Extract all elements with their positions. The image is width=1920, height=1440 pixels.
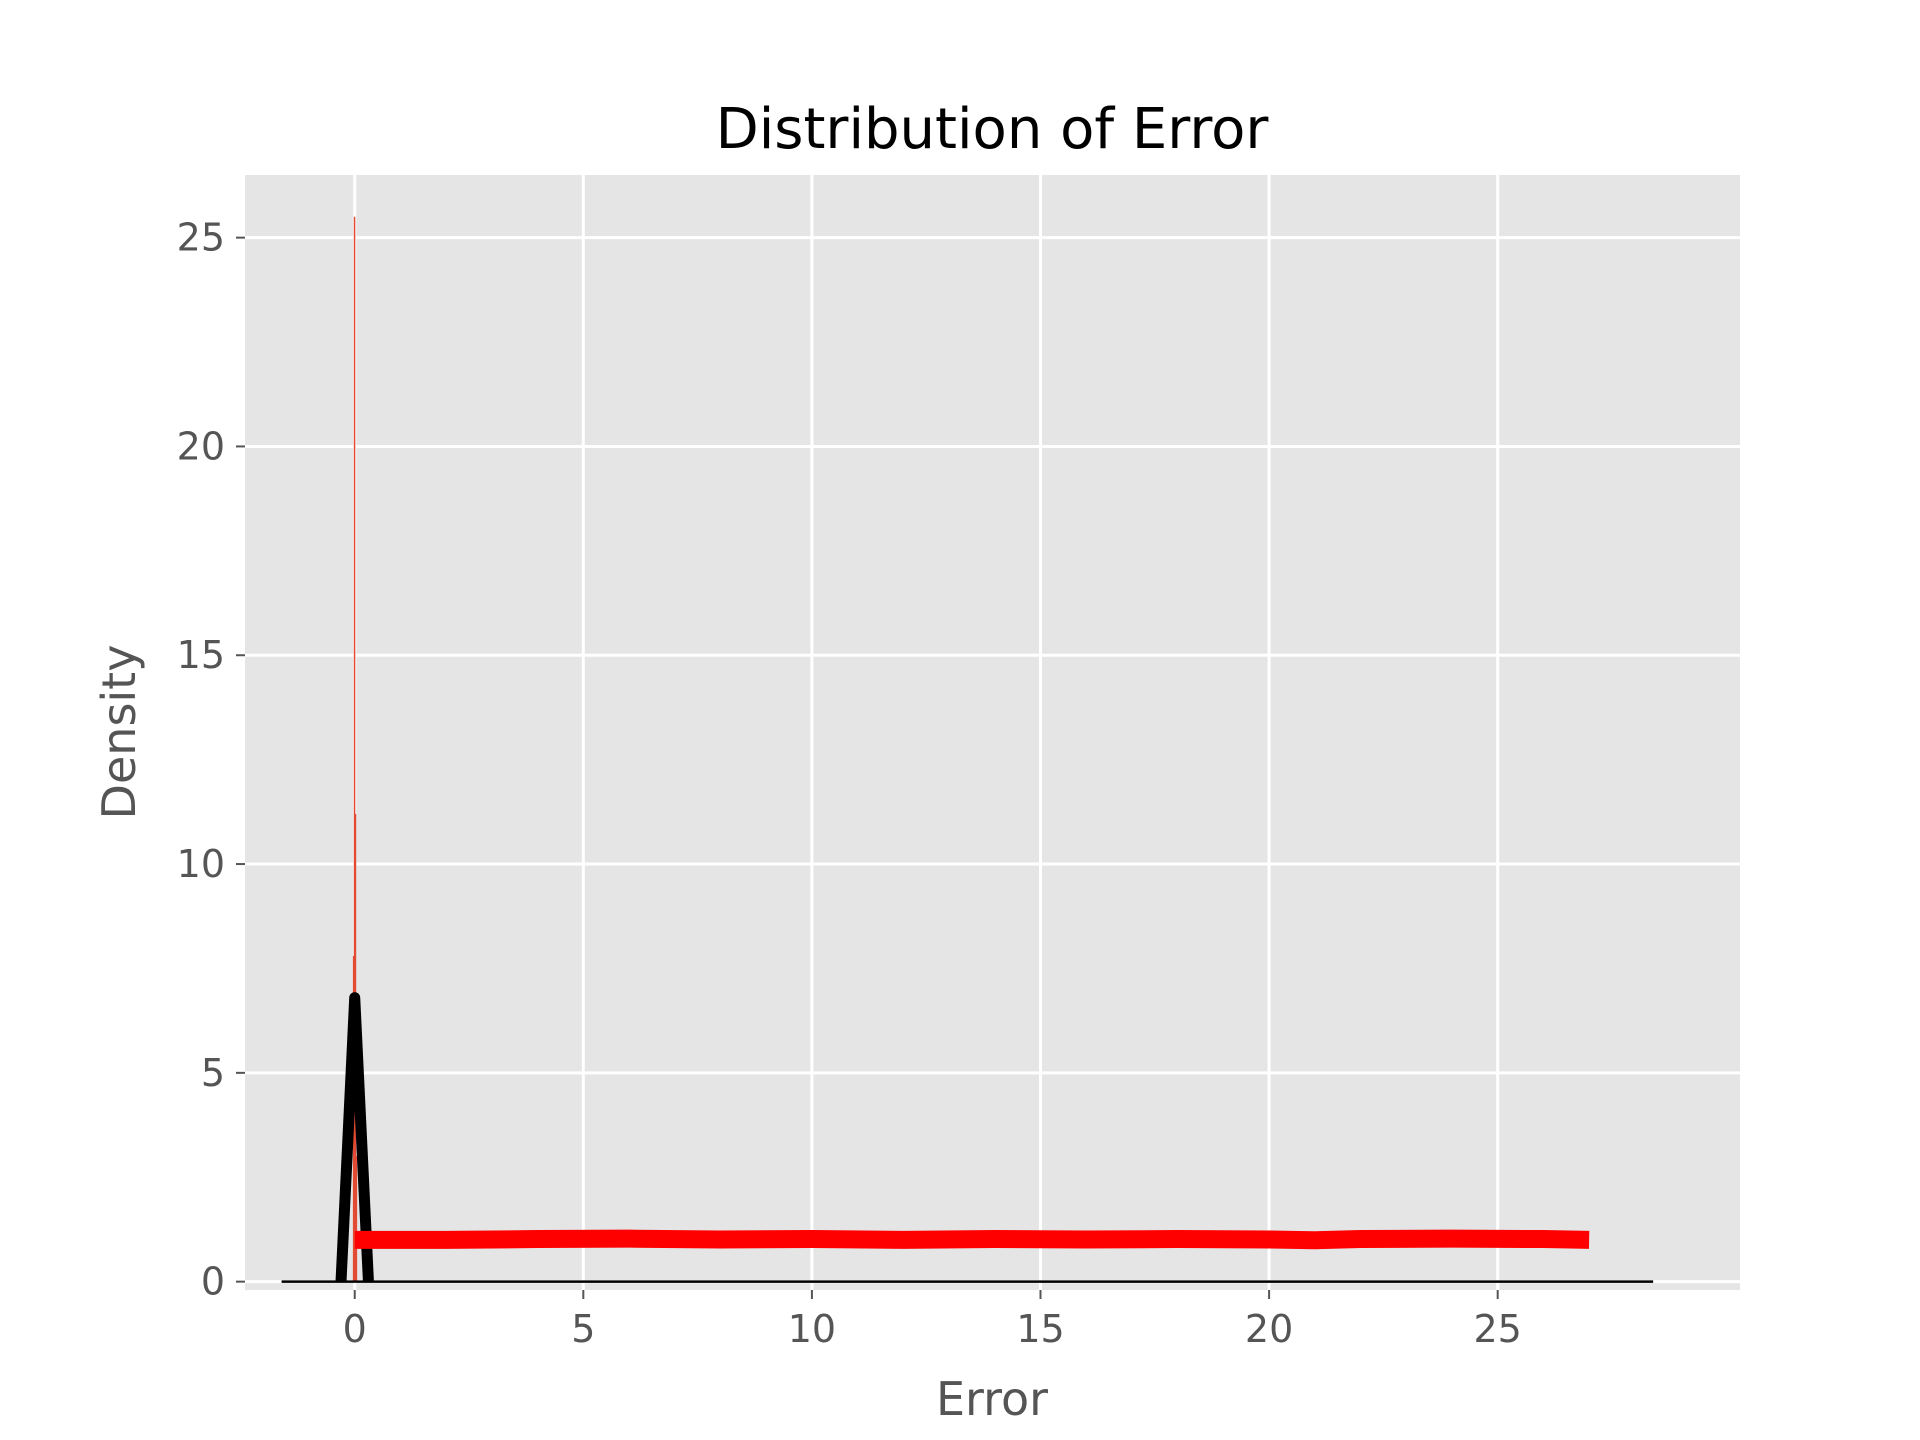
plot-background (245, 175, 1740, 1290)
x-tick-label: 5 (571, 1307, 595, 1351)
y-tick-label: 15 (177, 633, 225, 677)
y-tick-label: 0 (201, 1260, 225, 1304)
x-tick-label: 25 (1474, 1307, 1522, 1351)
x-tick-label: 20 (1245, 1307, 1293, 1351)
x-axis-ticks: 0 5 10 15 20 25 (343, 1290, 1522, 1351)
y-tick-label: 25 (177, 216, 225, 260)
series-lines (281, 992, 1654, 1283)
y-axis-label: Density (92, 645, 146, 820)
x-tick-label: 15 (1016, 1307, 1064, 1351)
y-tick-label: 20 (177, 424, 225, 468)
y-tick-label: 5 (201, 1051, 225, 1095)
kde-peak-line (335, 992, 374, 1282)
x-tick-label: 0 (343, 1307, 367, 1351)
histogram-bar (355, 1156, 358, 1282)
y-tick-label: 10 (177, 842, 225, 886)
x-axis-label: Error (936, 1372, 1048, 1426)
error-band-line (354, 1229, 1590, 1250)
histogram-bar (353, 216, 356, 1282)
y-axis-ticks: 0 5 10 15 20 25 (177, 216, 245, 1304)
chart-title: Distribution of Error (716, 97, 1270, 162)
x-tick-label: 10 (788, 1307, 836, 1351)
